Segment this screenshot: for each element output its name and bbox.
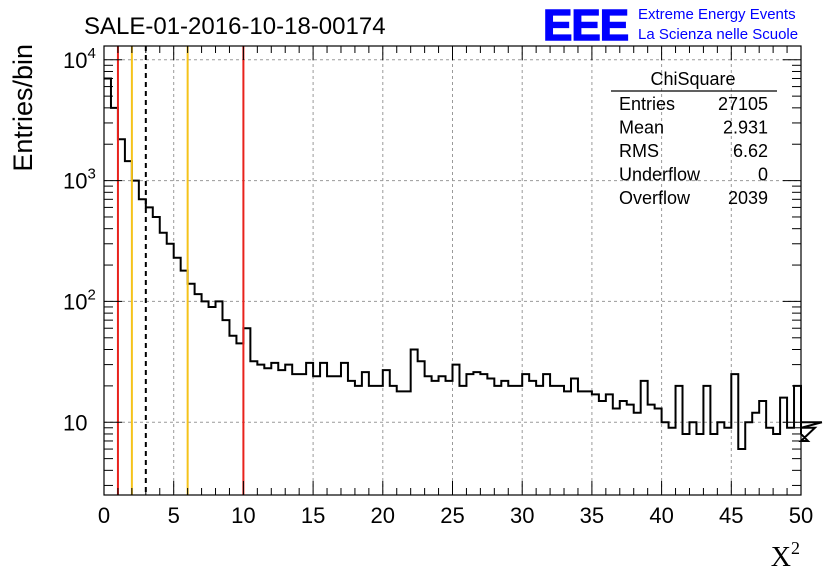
- stats-box: ChiSquare Entries 27105 Mean 2.931 RMS 6.62 Un…: [611, 69, 777, 208]
- x-tick-label: 40: [649, 503, 673, 528]
- stats-row-label: Underflow: [619, 165, 701, 185]
- x-tick-label: 30: [510, 503, 534, 528]
- stats-row-value: 0: [758, 165, 768, 185]
- x-tick-label: 15: [301, 503, 325, 528]
- x-axis-label: X2: [771, 538, 800, 572]
- y-tick-label-base: 10: [63, 289, 87, 314]
- histogram-group: [104, 77, 823, 451]
- y-tick-label-exp: 2: [87, 286, 95, 303]
- stats-row-value: 27105: [718, 94, 768, 114]
- x-tick-label: 0: [98, 503, 110, 528]
- reference-lines: [116, 46, 245, 495]
- stats-row-label: Entries: [619, 94, 675, 114]
- chart-title: SALE-01-2016-10-18-00174: [84, 13, 386, 40]
- x-tick-label: 45: [719, 503, 743, 528]
- x-tick-label: 5: [168, 503, 180, 528]
- eee-logo-mark: EEE: [543, 1, 628, 50]
- y-tick-label: 104: [63, 45, 96, 73]
- x-tick-label: 35: [580, 503, 604, 528]
- stats-row-label: RMS: [619, 141, 659, 161]
- eee-logo: EEE Extreme Energy Events La Scienza nel…: [542, 0, 798, 51]
- x-tick-label: 25: [440, 503, 464, 528]
- axes: [103, 45, 802, 496]
- y-tick-label-base: 10: [63, 410, 87, 435]
- y-tick-label-exp: 3: [87, 166, 95, 183]
- y-tick-label-base: 10: [63, 169, 87, 194]
- x-tick-labels: 0 5 10 15 20 25 30 35 40 45 50: [98, 503, 813, 528]
- stats-rows: Entries 27105 Mean 2.931 RMS 6.62 Underflow 0 Ov…: [619, 94, 768, 208]
- eee-logo-line1: Extreme Energy Events: [638, 6, 796, 23]
- stats-row-value: 6.62: [733, 141, 768, 161]
- y-tick-label: 102: [63, 286, 96, 314]
- y-tick-label-exp: 4: [87, 45, 95, 62]
- y-tick-label: 10: [63, 410, 87, 435]
- histogram-steps: [104, 77, 823, 451]
- x-tick-label: 20: [371, 503, 395, 528]
- stats-row-label: Overflow: [619, 188, 691, 208]
- x-tick-label: 10: [231, 503, 255, 528]
- y-axis-label: Entries/bin: [8, 44, 38, 172]
- stats-row-value: 2039: [728, 188, 768, 208]
- stats-row-value: 2.931: [723, 118, 768, 138]
- x-tick-label: 50: [789, 503, 813, 528]
- stats-title: ChiSquare: [650, 69, 735, 89]
- y-tick-label-base: 10: [63, 48, 87, 73]
- x-axis-label-base: X: [771, 542, 791, 572]
- x-axis-label-exp: 2: [791, 538, 800, 558]
- eee-logo-line2: La Scienza nelle Scuole: [638, 26, 798, 43]
- stats-row-label: Mean: [619, 118, 664, 138]
- y-tick-label: 103: [63, 166, 96, 194]
